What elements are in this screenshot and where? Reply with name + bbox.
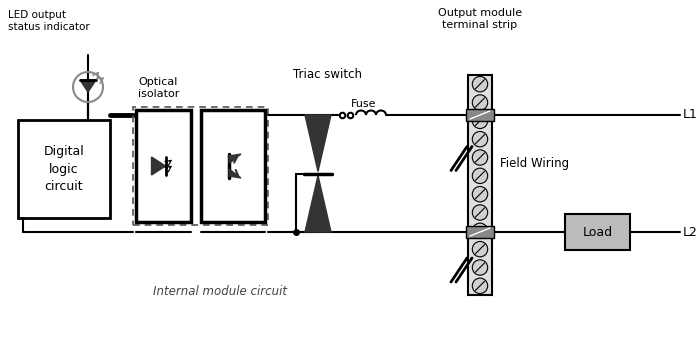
Circle shape xyxy=(473,113,488,128)
Circle shape xyxy=(473,150,488,165)
Circle shape xyxy=(473,223,488,239)
Polygon shape xyxy=(152,157,166,175)
Bar xyxy=(136,110,191,222)
Polygon shape xyxy=(229,154,241,163)
Bar xyxy=(133,107,268,225)
Circle shape xyxy=(473,260,488,275)
Circle shape xyxy=(473,77,488,92)
Circle shape xyxy=(473,205,488,220)
Polygon shape xyxy=(305,176,331,232)
Polygon shape xyxy=(80,80,96,92)
Circle shape xyxy=(473,278,488,293)
Text: L1: L1 xyxy=(683,108,696,121)
Text: Load: Load xyxy=(583,225,612,238)
Bar xyxy=(201,110,265,222)
Circle shape xyxy=(473,95,488,110)
Circle shape xyxy=(473,168,488,184)
Text: LED output
status indicator: LED output status indicator xyxy=(8,10,90,32)
Bar xyxy=(466,226,494,238)
Polygon shape xyxy=(305,115,331,172)
Circle shape xyxy=(473,241,488,257)
Text: Fuse: Fuse xyxy=(351,99,377,109)
Circle shape xyxy=(473,132,488,147)
Text: Digital
logic
circuit: Digital logic circuit xyxy=(44,146,84,192)
Bar xyxy=(565,214,630,250)
Text: L2: L2 xyxy=(683,225,696,238)
Text: Triac switch: Triac switch xyxy=(293,68,362,81)
Polygon shape xyxy=(229,169,241,178)
Bar xyxy=(468,75,492,295)
Bar xyxy=(18,120,110,218)
Text: Optical
isolator: Optical isolator xyxy=(138,77,180,99)
Circle shape xyxy=(473,186,488,202)
Text: Output module
terminal strip: Output module terminal strip xyxy=(438,8,522,31)
Bar xyxy=(466,109,494,121)
Text: Internal module circuit: Internal module circuit xyxy=(153,285,287,298)
Text: Field Wiring: Field Wiring xyxy=(500,157,569,170)
